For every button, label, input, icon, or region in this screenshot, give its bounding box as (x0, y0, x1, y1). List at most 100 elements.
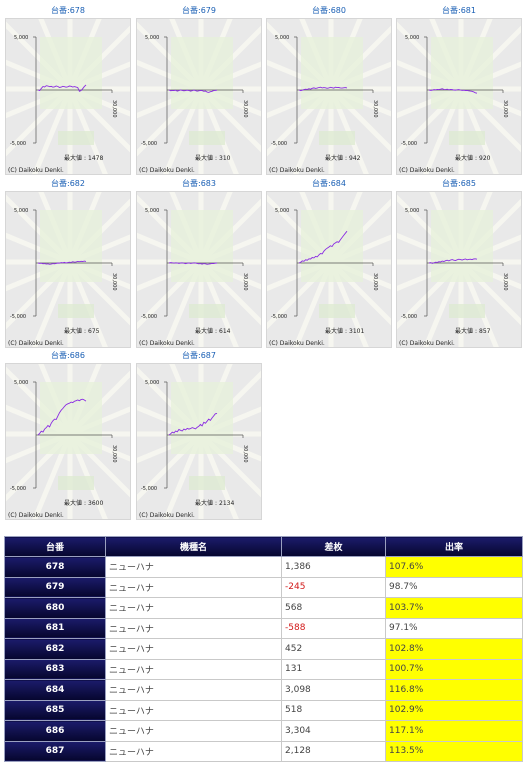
payout-rate-cell: 98.7% (385, 576, 523, 598)
diff-cell: -588 (281, 617, 386, 639)
max-value-label: 最大値 (195, 500, 214, 507)
graph-title-link[interactable]: 台番:682 (51, 179, 85, 188)
machine-number-cell[interactable]: 679 (4, 576, 106, 598)
slump-graph[interactable]: 5,000 -5,000 30,000 最大値:3600 (C) Daikoku Den… (5, 363, 131, 520)
slump-graph[interactable]: 5,000 -5,000 30,000 最大値:3101 (C) Daikoku Den… (266, 191, 392, 348)
machine-number-cell[interactable]: 678 (4, 556, 106, 578)
slump-graph[interactable]: 5,000 -5,000 30,000 最大値:857 (C) Daikoku Denk… (396, 191, 522, 348)
graph-title-link[interactable]: 台番:680 (312, 6, 346, 15)
graph-grid: 台番:678 5,000 -5,000 30,000 最大値:1478 (C) Daiko… (5, 5, 522, 520)
machine-number-cell[interactable]: 683 (4, 658, 106, 680)
slump-graph[interactable]: 5,000 -5,000 30,000 最大値:920 (C) Daikoku Denk… (396, 18, 522, 175)
payout-rate-cell: 107.6% (385, 556, 523, 578)
machine-number-cell[interactable]: 685 (4, 699, 106, 721)
graph-title-link[interactable]: 台番:683 (182, 179, 216, 188)
slump-graph[interactable]: 5,000 -5,000 30,000 最大値:675 (C) Daikoku Denk… (5, 191, 131, 348)
payout-rate-cell: 102.9% (385, 699, 523, 721)
max-value: 最大値:3101 (325, 326, 366, 335)
max-value-number: 2134 (219, 500, 235, 507)
graph-title-link[interactable]: 台番:686 (51, 351, 85, 360)
max-value: 最大値:1478 (64, 153, 105, 162)
y-min-label: -5,000 (271, 141, 287, 147)
header-diff[interactable]: 差枚 (281, 536, 386, 557)
background-panel (431, 210, 493, 282)
slump-graph[interactable]: 5,000 -5,000 30,000 最大値:942 (C) Daikoku Denk… (266, 18, 392, 175)
max-value-number: 675 (88, 328, 100, 335)
diff-cell: 3,098 (281, 679, 386, 701)
machine-number-cell[interactable]: 687 (4, 740, 106, 762)
max-value-number: 942 (349, 155, 361, 162)
table-row: 684 ニューハナ 3,098 116.8% (4, 679, 523, 701)
slump-line (428, 88, 478, 94)
copyright-text: (C) Daikoku Denki. (269, 167, 325, 174)
background-badge (189, 131, 225, 145)
copyright-text: (C) Daikoku Denki. (399, 340, 455, 347)
x-max-label: 30,000 (502, 273, 508, 291)
header-number[interactable]: 台番 (4, 536, 106, 557)
graph-title-link[interactable]: 台番:681 (442, 6, 476, 15)
slump-line (37, 84, 87, 92)
y-min-label: -5,000 (141, 141, 157, 147)
machine-number-cell[interactable]: 684 (4, 679, 106, 701)
x-max-label: 30,000 (111, 273, 117, 291)
max-value-label: 最大値 (195, 155, 214, 162)
slump-graph[interactable]: 5,000 -5,000 30,000 最大値:614 (C) Daikoku Denk… (136, 191, 262, 348)
x-max-label: 30,000 (372, 100, 378, 118)
max-value: 最大値:614 (195, 326, 233, 335)
machine-number-cell[interactable]: 681 (4, 617, 106, 639)
y-min-label: -5,000 (141, 314, 157, 320)
model-name-cell: ニューハナ (105, 576, 282, 598)
max-value-label: 最大値 (455, 328, 474, 335)
table-body: 678 ニューハナ 1,386 107.6% 679 ニューハナ -245 98.7% 680 ニ… (4, 556, 523, 762)
background-badge (58, 304, 94, 318)
model-name-cell: ニューハナ (105, 699, 282, 721)
graph-cell: 台番:678 5,000 -5,000 30,000 最大値:1478 (C) Daiko… (5, 5, 131, 175)
graph-canvas: 5,000 -5,000 30,000 (137, 192, 261, 347)
x-max-label: 30,000 (111, 100, 117, 118)
graph-title-link[interactable]: 台番:678 (51, 6, 85, 15)
y-max-label: 5,000 (405, 35, 419, 41)
graph-cell: 台番:685 5,000 -5,000 30,000 最大値:857 (C) Daikok… (396, 178, 522, 348)
payout-rate-cell: 100.7% (385, 658, 523, 680)
header-rate[interactable]: 出率 (385, 536, 523, 557)
copyright-text: (C) Daikoku Denki. (8, 167, 64, 174)
background-badge (189, 304, 225, 318)
diff-cell: 518 (281, 699, 386, 721)
machine-number-cell[interactable]: 680 (4, 597, 106, 619)
graph-canvas: 5,000 -5,000 30,000 (397, 19, 521, 174)
graph-title-link[interactable]: 台番:685 (442, 179, 476, 188)
background-panel (171, 37, 233, 109)
slump-graph[interactable]: 5,000 -5,000 30,000 最大値:310 (C) Daikoku Denk… (136, 18, 262, 175)
machine-number-cell[interactable]: 682 (4, 638, 106, 660)
payout-rate-cell: 113.5% (385, 740, 523, 762)
y-max-label: 5,000 (14, 208, 28, 214)
max-value-number: 3600 (88, 500, 104, 507)
machine-number-cell[interactable]: 686 (4, 720, 106, 742)
graph-cell: 台番:684 5,000 -5,000 30,000 最大値:3101 (C) Daiko… (266, 178, 392, 348)
diff-cell: 568 (281, 597, 386, 619)
y-max-label: 5,000 (145, 208, 159, 214)
slump-line (37, 260, 87, 265)
background-panel (40, 382, 102, 454)
max-value-number: 920 (479, 155, 491, 162)
header-model[interactable]: 機種名 (105, 536, 282, 557)
slump-graph[interactable]: 5,000 -5,000 30,000 最大値:2134 (C) Daikoku Den… (136, 363, 262, 520)
slump-graph[interactable]: 5,000 -5,000 30,000 最大値:1478 (C) Daikoku Den… (5, 18, 131, 175)
slump-line (168, 89, 218, 93)
x-max-label: 30,000 (372, 273, 378, 291)
model-name-cell: ニューハナ (105, 679, 282, 701)
graph-title-link[interactable]: 台番:684 (312, 179, 346, 188)
graph-cell: 台番:679 5,000 -5,000 30,000 最大値:310 (C) Daikok… (136, 5, 262, 175)
graph-title-link[interactable]: 台番:687 (182, 351, 216, 360)
graph-cell: 台番:680 5,000 -5,000 30,000 最大値:942 (C) Daikok… (266, 5, 392, 175)
background-panel (40, 37, 102, 109)
background-badge (58, 131, 94, 145)
max-value-label: 最大値 (64, 500, 83, 507)
model-name-cell: ニューハナ (105, 617, 282, 639)
table-row: 683 ニューハナ 131 100.7% (4, 658, 523, 680)
slump-line (298, 86, 348, 92)
y-min-label: -5,000 (401, 141, 417, 147)
table-row: 687 ニューハナ 2,128 113.5% (4, 740, 523, 762)
graph-canvas: 5,000 -5,000 30,000 (267, 19, 391, 174)
graph-title-link[interactable]: 台番:679 (182, 6, 216, 15)
